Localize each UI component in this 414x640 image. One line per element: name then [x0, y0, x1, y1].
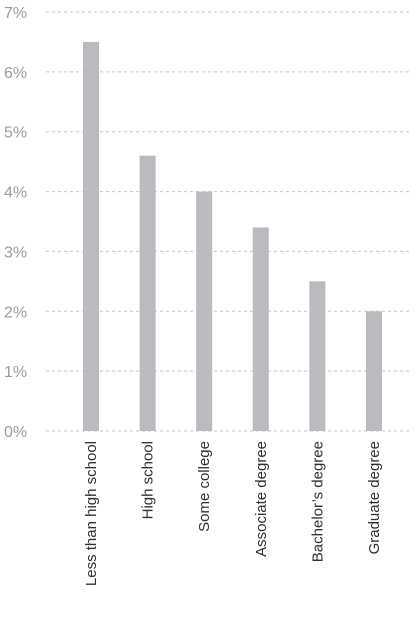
bar-2 [139, 155, 156, 431]
x-axis-category-labels: Less than high school High school Some col… [83, 441, 383, 586]
bar-3 [196, 191, 213, 431]
bar-5 [309, 281, 326, 431]
y-tick-label: 5% [4, 125, 27, 142]
gridlines [46, 11, 412, 432]
y-tick-label: 0% [4, 424, 27, 441]
bars [83, 41, 382, 432]
x-category-label: High school [140, 441, 157, 519]
y-tick-label: 2% [4, 304, 27, 321]
x-category-label: Less than high school [83, 441, 100, 586]
x-category-label: Bachelor’s degree [309, 441, 326, 562]
y-tick-label: 3% [4, 244, 27, 261]
y-tick-label: 4% [4, 185, 27, 202]
bar-1 [83, 41, 99, 432]
x-category-label: Associate degree [253, 441, 270, 557]
x-category-label: Graduate degree [366, 441, 383, 554]
bar-6 [366, 311, 382, 431]
y-tick-label: 6% [4, 65, 27, 82]
bar-4 [252, 227, 269, 431]
y-tick-label: 1% [4, 364, 27, 381]
y-axis-tick-labels: 0% 1% 2% 3% 4% 5% 6% 7% [4, 5, 27, 441]
x-category-label: Some college [196, 441, 213, 532]
y-tick-label: 7% [4, 5, 27, 22]
